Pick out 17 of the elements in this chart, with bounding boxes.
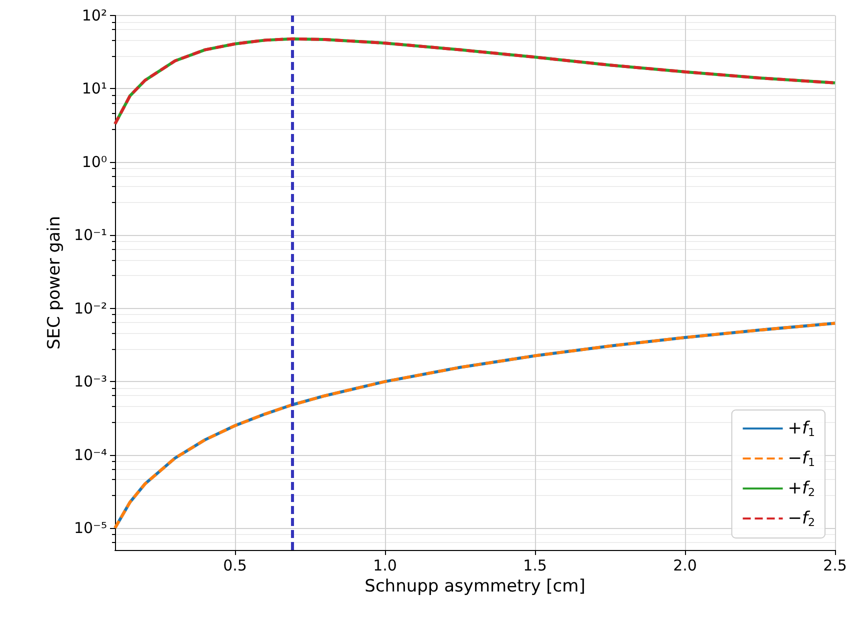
x-axis-title: Schnupp asymmetry [cm] [364, 576, 586, 596]
line-series [114, 37, 836, 126]
y-tick-label: 10¹ [82, 80, 107, 98]
y-tick-label: 10⁻³ [74, 372, 107, 391]
x-tick-label: 1.0 [373, 556, 397, 574]
y-axis-title: SEC power gain [44, 216, 64, 350]
line-series [114, 322, 836, 530]
y-tick-label: 10⁻¹ [74, 226, 107, 244]
x-tick-label: 2.0 [673, 556, 697, 574]
x-tick-label: 2.5 [823, 556, 847, 574]
y-tick-label: 10⁻⁴ [74, 446, 107, 464]
y-tick-label: 10² [82, 6, 107, 24]
x-tick-label: 0.5 [223, 556, 247, 574]
x-tick-label: 1.5 [523, 556, 547, 574]
y-tick-label: 10⁰ [82, 152, 107, 171]
y-tick-label: 10⁻⁵ [74, 518, 107, 537]
y-tick-label: 10⁻² [74, 299, 107, 318]
